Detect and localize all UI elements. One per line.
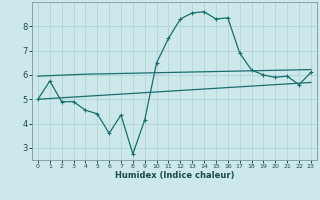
X-axis label: Humidex (Indice chaleur): Humidex (Indice chaleur) xyxy=(115,171,234,180)
